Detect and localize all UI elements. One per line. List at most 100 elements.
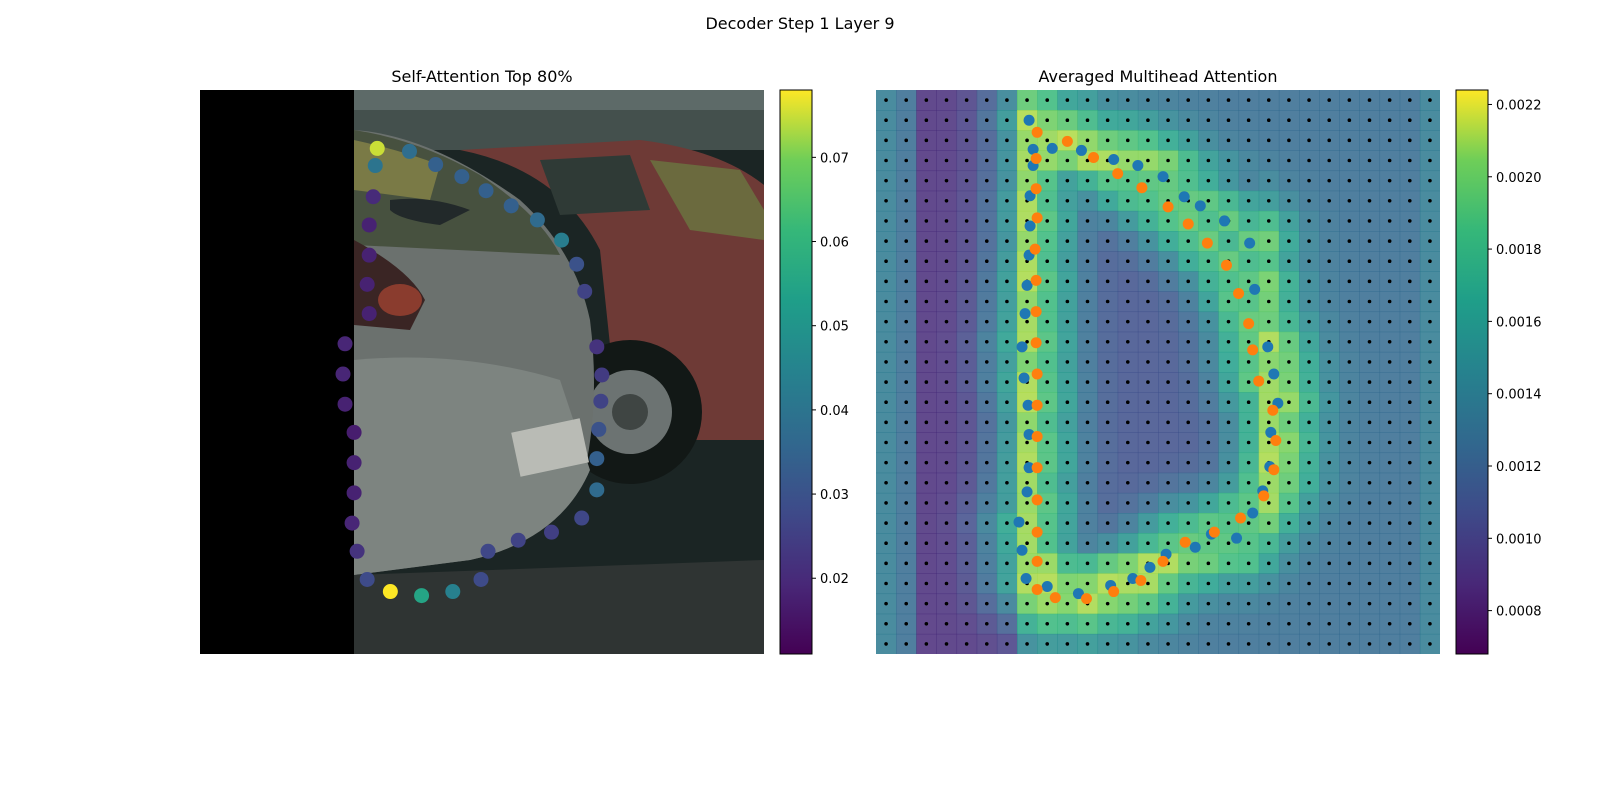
grid-dot: [1025, 98, 1029, 102]
grid-dot: [1186, 440, 1191, 445]
grid-dot: [944, 158, 949, 163]
series-1-point-27: [1031, 526, 1043, 538]
grid-dot: [1407, 501, 1412, 505]
right-colorbar-tick-label-3: 0.0014: [1496, 388, 1542, 403]
grid-dot: [1246, 581, 1251, 586]
grid-dot: [964, 259, 969, 264]
grid-dot: [924, 360, 929, 364]
grid-dot: [1226, 279, 1231, 284]
grid-dot: [1045, 360, 1050, 364]
grid-dot: [1367, 400, 1372, 405]
grid-dot: [1085, 178, 1090, 183]
grid-dot: [964, 601, 969, 606]
grid-dot: [1387, 259, 1392, 264]
grid-dot: [1045, 299, 1050, 304]
right-colorbar-tick-label-6: 0.0020: [1496, 171, 1542, 186]
grid-dot: [904, 581, 909, 586]
grid-dot: [1387, 319, 1392, 324]
grid-dot: [1105, 501, 1110, 505]
grid-dot: [884, 138, 888, 143]
grid-dot: [1005, 98, 1009, 102]
grid-dot: [1307, 319, 1311, 324]
grid-dot: [1347, 178, 1352, 183]
grid-dot: [1125, 601, 1130, 606]
series-1-point-6: [1182, 218, 1194, 230]
grid-dot: [1105, 239, 1110, 243]
grid-dot: [924, 198, 929, 203]
grid-dot: [1347, 642, 1352, 646]
grid-dot: [884, 460, 888, 465]
grid-dot: [1387, 118, 1392, 123]
grid-dot: [1166, 380, 1170, 384]
series-0-point-8: [1194, 200, 1206, 212]
left-point-11: [346, 485, 362, 501]
grid-dot: [1226, 541, 1231, 546]
grid-dot: [1367, 581, 1372, 586]
grid-dot: [1206, 360, 1211, 364]
grid-dot: [904, 440, 909, 445]
grid-dot: [1005, 480, 1009, 485]
grid-dot: [1045, 98, 1050, 102]
grid-dot: [884, 642, 888, 646]
grid-dot: [1125, 440, 1130, 445]
grid-dot: [1146, 621, 1150, 626]
grid-dot: [1307, 400, 1311, 405]
grid-dot: [1206, 561, 1211, 566]
grid-dot: [1428, 460, 1432, 465]
grid-dot: [1085, 621, 1090, 626]
grid-dot: [1367, 601, 1372, 606]
series-1-point-24: [1049, 592, 1061, 604]
series-0-point-40: [1024, 220, 1036, 232]
grid-dot: [1125, 541, 1130, 546]
grid-dot: [924, 480, 929, 485]
grid-dot: [1085, 279, 1090, 284]
grid-dot: [1146, 198, 1150, 203]
grid-dot: [1206, 299, 1211, 304]
grid-dot: [1287, 601, 1291, 606]
grid-dot: [924, 219, 929, 223]
grid-dot: [1186, 581, 1191, 586]
grid-dot: [964, 380, 969, 384]
grid-dot: [1387, 299, 1392, 304]
grid-dot: [1186, 420, 1191, 425]
grid-dot: [1367, 339, 1372, 344]
grid-dot: [1226, 480, 1231, 485]
grid-dot: [884, 380, 888, 384]
grid-dot: [1105, 460, 1110, 465]
grid-dot: [1347, 360, 1352, 364]
grid-dot: [1085, 239, 1090, 243]
grid-dot: [1146, 138, 1150, 143]
grid-dot: [884, 561, 888, 566]
series-1-point-31: [1031, 399, 1043, 411]
series-0-point-36: [1016, 341, 1028, 353]
grid-dot: [1065, 158, 1070, 163]
grid-dot: [944, 440, 949, 445]
grid-dot: [1166, 621, 1170, 626]
grid-dot: [1146, 259, 1150, 264]
series-1-point-13: [1267, 404, 1279, 416]
grid-dot: [1226, 98, 1231, 102]
grid-dot: [1005, 561, 1009, 566]
grid-dot: [904, 118, 909, 123]
grid-dot: [884, 299, 888, 304]
grid-dot: [1407, 561, 1412, 566]
grid-dot: [944, 259, 949, 264]
grid-dot: [1085, 400, 1090, 405]
grid-dot: [944, 420, 949, 425]
grid-dot: [984, 360, 989, 364]
grid-dot: [1327, 219, 1332, 223]
grid-dot: [1327, 501, 1332, 505]
grid-dot: [1005, 219, 1009, 223]
series-0-point-11: [1249, 283, 1261, 295]
left-point-30: [569, 256, 585, 272]
left-point-7: [335, 366, 351, 382]
grid-dot: [1347, 279, 1352, 284]
left-point-18: [473, 571, 489, 587]
grid-dot: [1266, 279, 1271, 284]
grid-dot: [1367, 541, 1372, 546]
left-point-25: [591, 421, 607, 437]
grid-dot: [924, 299, 929, 304]
grid-dot: [1407, 581, 1412, 586]
left-point-29: [577, 283, 593, 299]
grid-dot: [1307, 601, 1311, 606]
